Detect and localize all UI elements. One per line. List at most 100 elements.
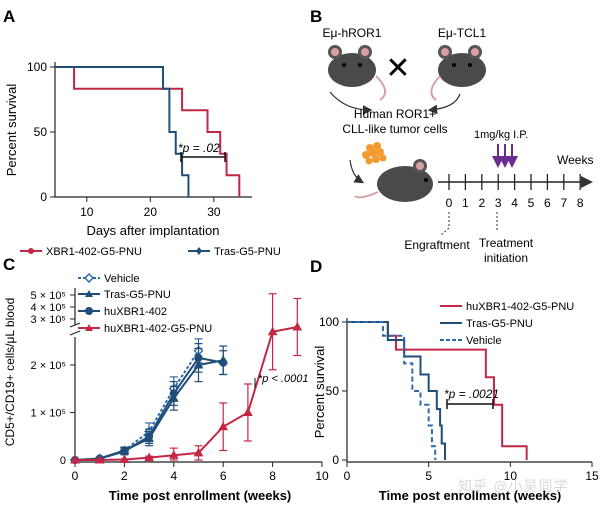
c-y-tick-label-upper: 4 × 10⁵: [31, 302, 66, 314]
d-x-tick-label: 0: [344, 469, 351, 483]
c-data-point: [194, 353, 203, 362]
watermark: 知乎 @小吴同学: [458, 479, 569, 495]
c-data-point: [120, 447, 129, 456]
b-timeline-tick-label: 7: [560, 196, 567, 210]
a-x-tick-label: 10: [80, 205, 94, 219]
b-timeline-tick-label: 1: [462, 196, 469, 210]
b-parent2-label: Eμ-TCL1: [438, 26, 487, 40]
b-weeks-label: Weeks: [557, 153, 593, 167]
d-legend-label-huxbr-pnu: huXBR1-402-G5-PNU: [466, 301, 574, 313]
d-y-label: Percent survival: [312, 346, 327, 439]
c-legend-label-huxbr-pnu: huXBR1-402-G5-PNU: [104, 323, 212, 335]
c-data-point: [145, 432, 154, 441]
b-timeline-tick-label: 6: [544, 196, 551, 210]
c-y-tick-label: 1 × 10⁵: [31, 408, 66, 420]
c-data-point: [219, 358, 228, 367]
c-x-tick-label: 6: [220, 469, 227, 483]
c-legend-marker-huxbr: [85, 307, 93, 315]
b-timeline-tick-label: 3: [495, 196, 502, 210]
b-mouse-recipient-icon: [354, 159, 433, 202]
c-data-point: [70, 454, 80, 464]
a-series-line-0: [55, 66, 241, 197]
c-data-point: [193, 447, 204, 457]
c-legend-marker-vehicle: [83, 272, 95, 284]
c-x-tick-label: 4: [170, 469, 177, 483]
d-legend-label-tras: Tras-G5-PNU: [466, 318, 533, 330]
c-series-line-3: [75, 326, 298, 461]
c-data-point: [292, 321, 303, 331]
a-y-tick-label: 100: [27, 60, 47, 74]
c-x-tick-label: 0: [72, 469, 79, 483]
a-y-label: Percent survival: [4, 84, 19, 177]
a-x-tick-label: 30: [207, 205, 221, 219]
b-timeline-tick-label: 0: [446, 196, 453, 210]
c-data-point: [119, 454, 130, 464]
b-mouse-parent1-icon: [328, 45, 387, 101]
d-series-line-1: [347, 321, 446, 460]
panel-label-d: D: [310, 257, 322, 276]
a-legend-label-tras: Tras-G5-PNU: [214, 246, 281, 258]
c-pvalue: *p < .0001: [258, 373, 308, 385]
panel-label-a: A: [3, 7, 15, 26]
d-y-tick-label: 100: [319, 315, 339, 329]
panel-label-c: C: [3, 255, 15, 274]
panel-a-chart: 10 20 30 0 50 100 Percent survival Days after…: [4, 60, 281, 258]
b-engraftment-pointer: [439, 212, 450, 237]
c-y-label: CD5+/CD19+ cells/μL blood: [3, 298, 17, 447]
d-x-tick-label: 10: [504, 469, 518, 483]
a-x-tick-label: 20: [144, 205, 158, 219]
d-pvalue: *p = .0021: [444, 387, 499, 401]
d-x-tick-label: 5: [425, 469, 432, 483]
panel-label-b: B: [310, 7, 322, 26]
b-tumor-cells-icon: [362, 142, 387, 165]
a-y-tick-label: 0: [40, 190, 47, 204]
d-legend: huXBR1-402-G5-PNU Tras-G5-PNU Vehicle: [440, 301, 574, 347]
b-treatment-label-line2: initiation: [484, 251, 528, 265]
c-x-tick-label: 10: [315, 469, 329, 483]
c-data-point: [267, 326, 278, 336]
c-data-point: [243, 407, 253, 416]
b-dose-arrows: [492, 144, 518, 168]
b-timeline-tick-label: 5: [528, 196, 535, 210]
b-arrow-from-parent1: [329, 91, 373, 115]
a-pvalue: *p = .02: [178, 141, 220, 155]
a-legend-marker-xbr: [28, 248, 34, 254]
c-data-point: [168, 450, 179, 459]
c-legend: Vehicle Tras-G5-PNU huXBR1-402 huXBR1-40…: [78, 272, 212, 335]
c-legend-label-vehicle: Vehicle: [104, 273, 139, 285]
d-series-line-2: [347, 321, 437, 460]
a-series-line-1: [55, 66, 190, 197]
a-legend-marker-tras: [196, 247, 202, 255]
d-y-tick-label: 50: [326, 384, 340, 398]
c-axis-break-1: [69, 322, 81, 328]
b-tumor-label-line1: Human ROR1+: [354, 107, 436, 121]
c-legend-label-tras: Tras-G5-PNU: [104, 289, 171, 301]
c-data-point: [94, 454, 105, 464]
a-y-tick-label: 50: [34, 125, 48, 139]
c-y-tick-label: 0: [60, 455, 66, 467]
panel-b-schematic: Eμ-hROR1 Eμ-TCL1 ✕ Human ROR1+ CLL-like …: [323, 26, 594, 265]
c-y-tick-label: 2 × 10⁵: [31, 360, 66, 372]
c-y-tick-label-upper: 5 × 10⁵: [31, 290, 66, 302]
panel-d-chart: 0 5 10 15 0 50 100 Percent survival Time post …: [312, 301, 599, 503]
c-data-point: [144, 452, 154, 462]
b-treatment-label-line1: Treatment: [479, 236, 534, 250]
c-data-point: [218, 421, 229, 431]
b-timeline-tick-label: 4: [511, 196, 518, 210]
c-legend-marker-tras: [85, 290, 93, 297]
b-cross-symbol: ✕: [385, 52, 410, 85]
c-legend-marker-huxbr-pnu: [85, 324, 93, 331]
d-legend-label-vehicle: Vehicle: [466, 335, 501, 347]
c-x-tick-label: 8: [269, 469, 276, 483]
b-timeline-tick-label: 8: [577, 196, 584, 210]
b-engraftment-label: Engraftment: [404, 238, 470, 252]
d-y-tick-label: 0: [332, 453, 339, 467]
c-axis-break-2: [69, 330, 81, 336]
c-x-label: Time post enrollment (weeks): [109, 488, 292, 503]
b-parent1-label: Eμ-hROR1: [323, 26, 382, 40]
d-x-tick-label: 15: [585, 469, 599, 483]
c-data-point: [169, 389, 178, 398]
b-mouse-parent2-icon: [430, 45, 486, 101]
c-legend-label-huxbr: huXBR1-402: [104, 306, 167, 318]
